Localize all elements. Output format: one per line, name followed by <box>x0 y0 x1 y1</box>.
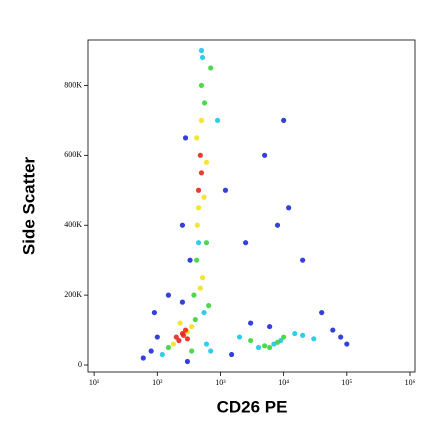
point <box>338 334 344 340</box>
plot-frame <box>87 39 416 373</box>
point <box>195 240 202 246</box>
point <box>194 222 200 228</box>
point <box>194 257 200 263</box>
point <box>198 47 205 54</box>
point <box>214 117 221 123</box>
x-axis-title: CD26 PE <box>217 397 288 416</box>
point <box>201 309 207 316</box>
point <box>203 159 210 165</box>
point <box>140 355 146 361</box>
point <box>197 285 203 291</box>
point <box>201 100 208 106</box>
point <box>286 205 292 211</box>
point <box>165 344 172 351</box>
point <box>267 344 273 351</box>
y-tick-label: 0 <box>78 360 82 369</box>
point <box>203 341 210 347</box>
point <box>255 344 262 351</box>
point <box>151 309 158 316</box>
point <box>319 309 325 316</box>
point <box>267 323 273 330</box>
point <box>206 303 212 309</box>
point <box>194 135 200 141</box>
point <box>180 332 187 338</box>
point <box>154 334 160 340</box>
point <box>195 205 202 211</box>
point <box>199 275 206 281</box>
y-axis-title: Side Scatter <box>19 156 38 255</box>
point <box>179 222 186 228</box>
point <box>311 336 317 342</box>
point <box>262 152 268 158</box>
x-tick-label: 10⁴ <box>278 378 289 387</box>
point <box>208 348 214 354</box>
point <box>300 332 306 338</box>
x-tick-label: 10⁵ <box>341 378 352 387</box>
x-tick-label: 10⁶ <box>405 378 416 387</box>
point <box>281 334 287 340</box>
point <box>248 320 254 326</box>
point <box>176 337 182 344</box>
point <box>184 358 191 365</box>
point <box>165 292 172 298</box>
y-tick-label: 600K <box>64 150 82 159</box>
point <box>198 117 205 123</box>
point <box>203 240 210 246</box>
point <box>197 152 203 158</box>
point <box>248 337 254 344</box>
y-tick-label: 800K <box>64 80 82 89</box>
point <box>274 339 281 345</box>
point <box>191 292 197 298</box>
y-tick-label: 400K <box>64 220 82 229</box>
point <box>192 316 198 323</box>
point <box>170 341 177 347</box>
point <box>179 299 186 305</box>
point <box>228 351 235 358</box>
point <box>177 320 183 326</box>
point <box>201 194 207 200</box>
point <box>262 343 268 349</box>
point <box>182 327 189 333</box>
point <box>344 341 350 347</box>
point <box>189 348 195 354</box>
point <box>300 257 306 263</box>
point <box>274 222 281 228</box>
point <box>148 348 154 354</box>
point <box>199 54 206 61</box>
point <box>187 257 193 263</box>
y-tick-label: 200K <box>64 290 82 299</box>
point <box>195 187 202 193</box>
point <box>243 240 249 246</box>
point <box>208 65 214 71</box>
point <box>236 334 243 340</box>
x-tick-label: 10¹ <box>89 378 100 387</box>
point <box>281 117 287 123</box>
point <box>292 330 298 337</box>
point <box>198 170 205 176</box>
point <box>159 351 165 358</box>
x-tick-label: 10² <box>152 378 163 387</box>
point <box>222 187 229 193</box>
x-tick-label: 10³ <box>215 378 226 387</box>
point <box>330 327 336 333</box>
point <box>182 135 189 141</box>
point <box>189 323 195 330</box>
point <box>198 82 205 89</box>
point <box>184 336 191 342</box>
